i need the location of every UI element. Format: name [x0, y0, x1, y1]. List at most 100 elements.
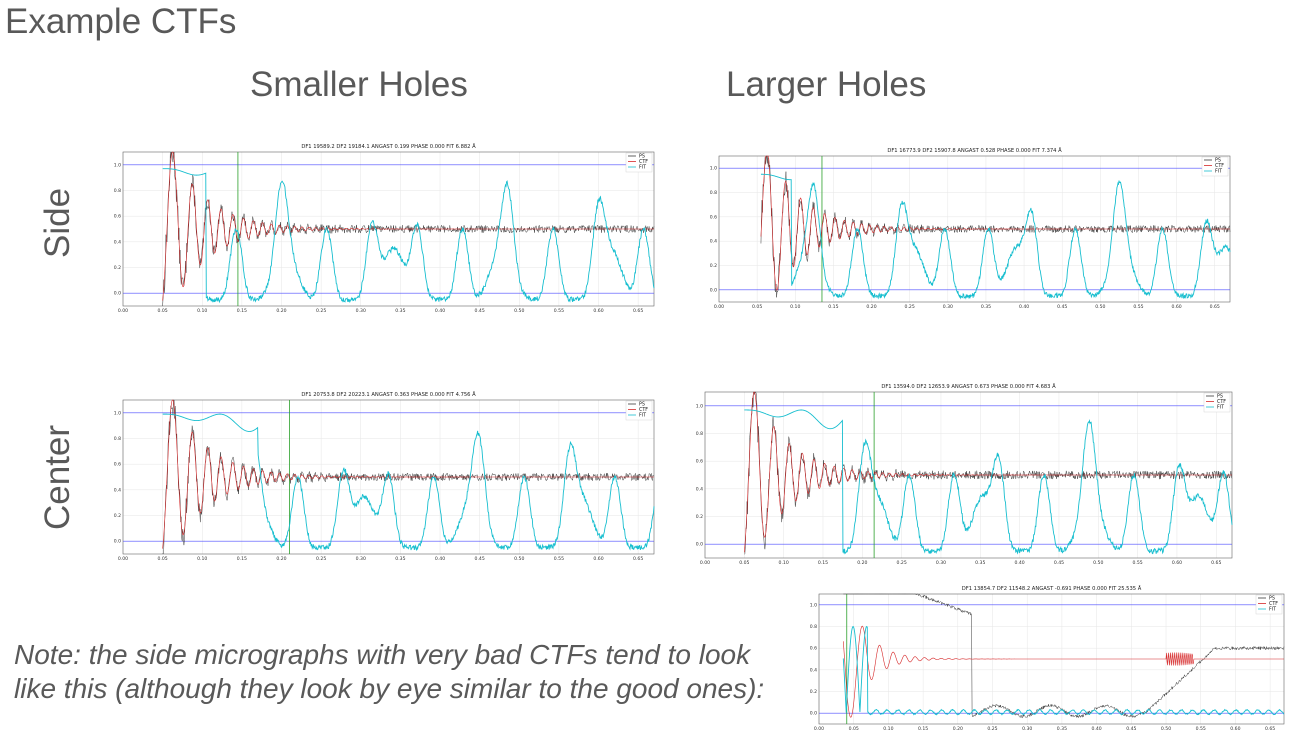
x-tick-label: 0.30 — [356, 308, 366, 314]
x-tick-label: 0.65 — [1265, 726, 1275, 732]
x-tick-label: 0.60 — [593, 556, 603, 562]
x-tick-label: 0.65 — [633, 308, 643, 314]
chart-title: DF1 13854.7 DF2 11548.2 ANGAST -0.691 PH… — [962, 585, 1142, 592]
series-fit — [842, 625, 1285, 716]
legend-label: CTF — [1269, 601, 1278, 607]
legend-label: CTF — [639, 159, 648, 165]
x-tick-label: 0.45 — [475, 556, 485, 562]
x-tick-label: 0.05 — [739, 560, 749, 566]
y-tick-label: 0.4 — [710, 239, 717, 245]
legend-label: CTF — [1215, 163, 1224, 169]
column-header-larger-holes: Larger Holes — [726, 65, 927, 104]
y-tick-label: 0.2 — [114, 513, 121, 519]
x-tick-label: 0.40 — [435, 556, 445, 562]
ctf-chart-svg: 0.00 0.05 0.10 0.15 0.20 0.25 0.30 0.35 0.40 0.45… — [114, 391, 655, 562]
legend-label: FIT — [639, 165, 646, 171]
ctf-chart-svg: 0.00 0.05 0.10 0.15 0.20 0.25 0.30 0.35 0.40 0.45… — [696, 383, 1233, 566]
x-tick-label: 0.60 — [1172, 560, 1182, 566]
series-ctf — [162, 151, 654, 301]
series-ps — [843, 593, 1285, 719]
x-tick-label: 0.30 — [1022, 726, 1032, 732]
chart-title: DF1 16773.9 DF2 15907.8 ANGAST 0.528 PHA… — [887, 147, 1062, 154]
x-tick-label: 0.15 — [818, 560, 828, 566]
ctf-plot-center-large: 0.00 0.05 0.10 0.15 0.20 0.25 0.30 0.35 0.40 0.45… — [690, 380, 1236, 572]
x-tick-label: 0.15 — [237, 556, 247, 562]
x-tick-label: 0.65 — [1210, 304, 1220, 310]
y-tick-label: 0.4 — [114, 239, 121, 245]
y-tick-label: 0.0 — [810, 711, 817, 717]
y-tick-label: 0.6 — [114, 214, 121, 220]
y-tick-label: 0.2 — [114, 265, 121, 271]
note-line-2: like this (although they look by eye sim… — [14, 673, 765, 704]
x-tick-label: 0.45 — [475, 308, 485, 314]
ctf-chart-svg: 0.00 0.05 0.10 0.15 0.20 0.25 0.30 0.35 0.40 0.45… — [114, 143, 655, 314]
y-tick-label: 0.4 — [810, 667, 817, 673]
x-tick-label: 0.15 — [237, 308, 247, 314]
y-tick-label: 0.0 — [710, 287, 717, 293]
y-tick-label: 0.8 — [114, 436, 121, 442]
y-tick-label: 1.0 — [710, 166, 717, 172]
legend-label: FIT — [639, 413, 646, 419]
column-header-smaller-holes: Smaller Holes — [250, 65, 468, 104]
y-tick-label: 0.2 — [710, 263, 717, 269]
slide-title: Example CTFs — [5, 2, 237, 41]
legend-label: CTF — [639, 407, 648, 413]
x-tick-label: 0.30 — [356, 556, 366, 562]
x-tick-label: 0.60 — [1230, 726, 1240, 732]
y-tick-label: 1.0 — [810, 602, 817, 608]
ctf-chart-svg: 0.00 0.05 0.10 0.15 0.20 0.25 0.30 0.35 0.40 0.45… — [710, 147, 1231, 310]
x-tick-label: 0.05 — [158, 556, 168, 562]
y-tick-label: 1.0 — [696, 403, 703, 409]
y-tick-label: 0.8 — [810, 624, 817, 630]
x-tick-label: 0.35 — [395, 556, 405, 562]
x-tick-label: 0.55 — [1133, 304, 1143, 310]
chart-title: DF1 19589.2 DF2 19184.1 ANGAST 0.199 PHA… — [301, 143, 476, 150]
legend-label: FIT — [1217, 405, 1224, 411]
x-tick-label: 0.25 — [897, 560, 907, 566]
x-tick-label: 0.10 — [790, 304, 800, 310]
y-tick-label: 0.6 — [114, 462, 121, 468]
x-tick-label: 0.10 — [197, 556, 207, 562]
y-tick-label: 0.8 — [696, 431, 703, 437]
x-tick-label: 0.35 — [975, 560, 985, 566]
y-tick-label: 0.2 — [810, 689, 817, 695]
y-tick-label: 0.0 — [696, 542, 703, 548]
x-tick-label: 0.20 — [276, 556, 286, 562]
x-tick-label: 0.65 — [633, 556, 643, 562]
x-tick-label: 0.00 — [714, 304, 724, 310]
x-tick-label: 0.30 — [943, 304, 953, 310]
series-fit — [744, 409, 1233, 555]
x-tick-label: 0.35 — [981, 304, 991, 310]
x-tick-label: 0.25 — [905, 304, 915, 310]
x-tick-label: 0.45 — [1057, 304, 1067, 310]
x-tick-label: 0.15 — [828, 304, 838, 310]
y-tick-label: 0.4 — [114, 487, 121, 493]
x-tick-label: 0.25 — [316, 308, 326, 314]
series-ctf — [760, 155, 1230, 291]
legend-label: PS — [1217, 394, 1223, 400]
y-tick-label: 0.0 — [114, 291, 121, 297]
ctf-plot-side-large: 0.00 0.05 0.10 0.15 0.20 0.25 0.30 0.35 0.40 0.45… — [704, 144, 1234, 316]
y-tick-label: 0.8 — [114, 188, 121, 194]
x-tick-label: 0.10 — [779, 560, 789, 566]
x-tick-label: 0.10 — [197, 308, 207, 314]
y-tick-label: 0.4 — [696, 486, 703, 492]
x-tick-label: 0.50 — [1093, 560, 1103, 566]
legend-label: PS — [1269, 596, 1275, 602]
x-tick-label: 0.50 — [1161, 726, 1171, 732]
row-label-side: Side — [38, 187, 77, 258]
y-tick-label: 0.6 — [810, 646, 817, 652]
series-ctf — [842, 625, 1284, 718]
chart-title: DF1 13594.0 DF2 12653.9 ANGAST 0.673 PHA… — [881, 383, 1056, 390]
x-tick-label: 0.05 — [752, 304, 762, 310]
ctf-plot-bad-example: 0.00 0.05 0.10 0.15 0.20 0.25 0.30 0.35 0.40 0.45… — [804, 582, 1288, 738]
x-tick-label: 0.40 — [1015, 560, 1025, 566]
x-tick-label: 0.55 — [1132, 560, 1142, 566]
note-text: Note: the side micrographs with very bad… — [14, 638, 764, 706]
x-tick-label: 0.40 — [435, 308, 445, 314]
ctf-plot-center-small: 0.00 0.05 0.10 0.15 0.20 0.25 0.30 0.35 0.40 0.45… — [108, 388, 658, 568]
ctf-plot-side-small: 0.00 0.05 0.10 0.15 0.20 0.25 0.30 0.35 0.40 0.45… — [108, 140, 658, 320]
series-ps — [162, 399, 655, 555]
series-fit — [760, 173, 1231, 300]
x-tick-label: 0.00 — [700, 560, 710, 566]
